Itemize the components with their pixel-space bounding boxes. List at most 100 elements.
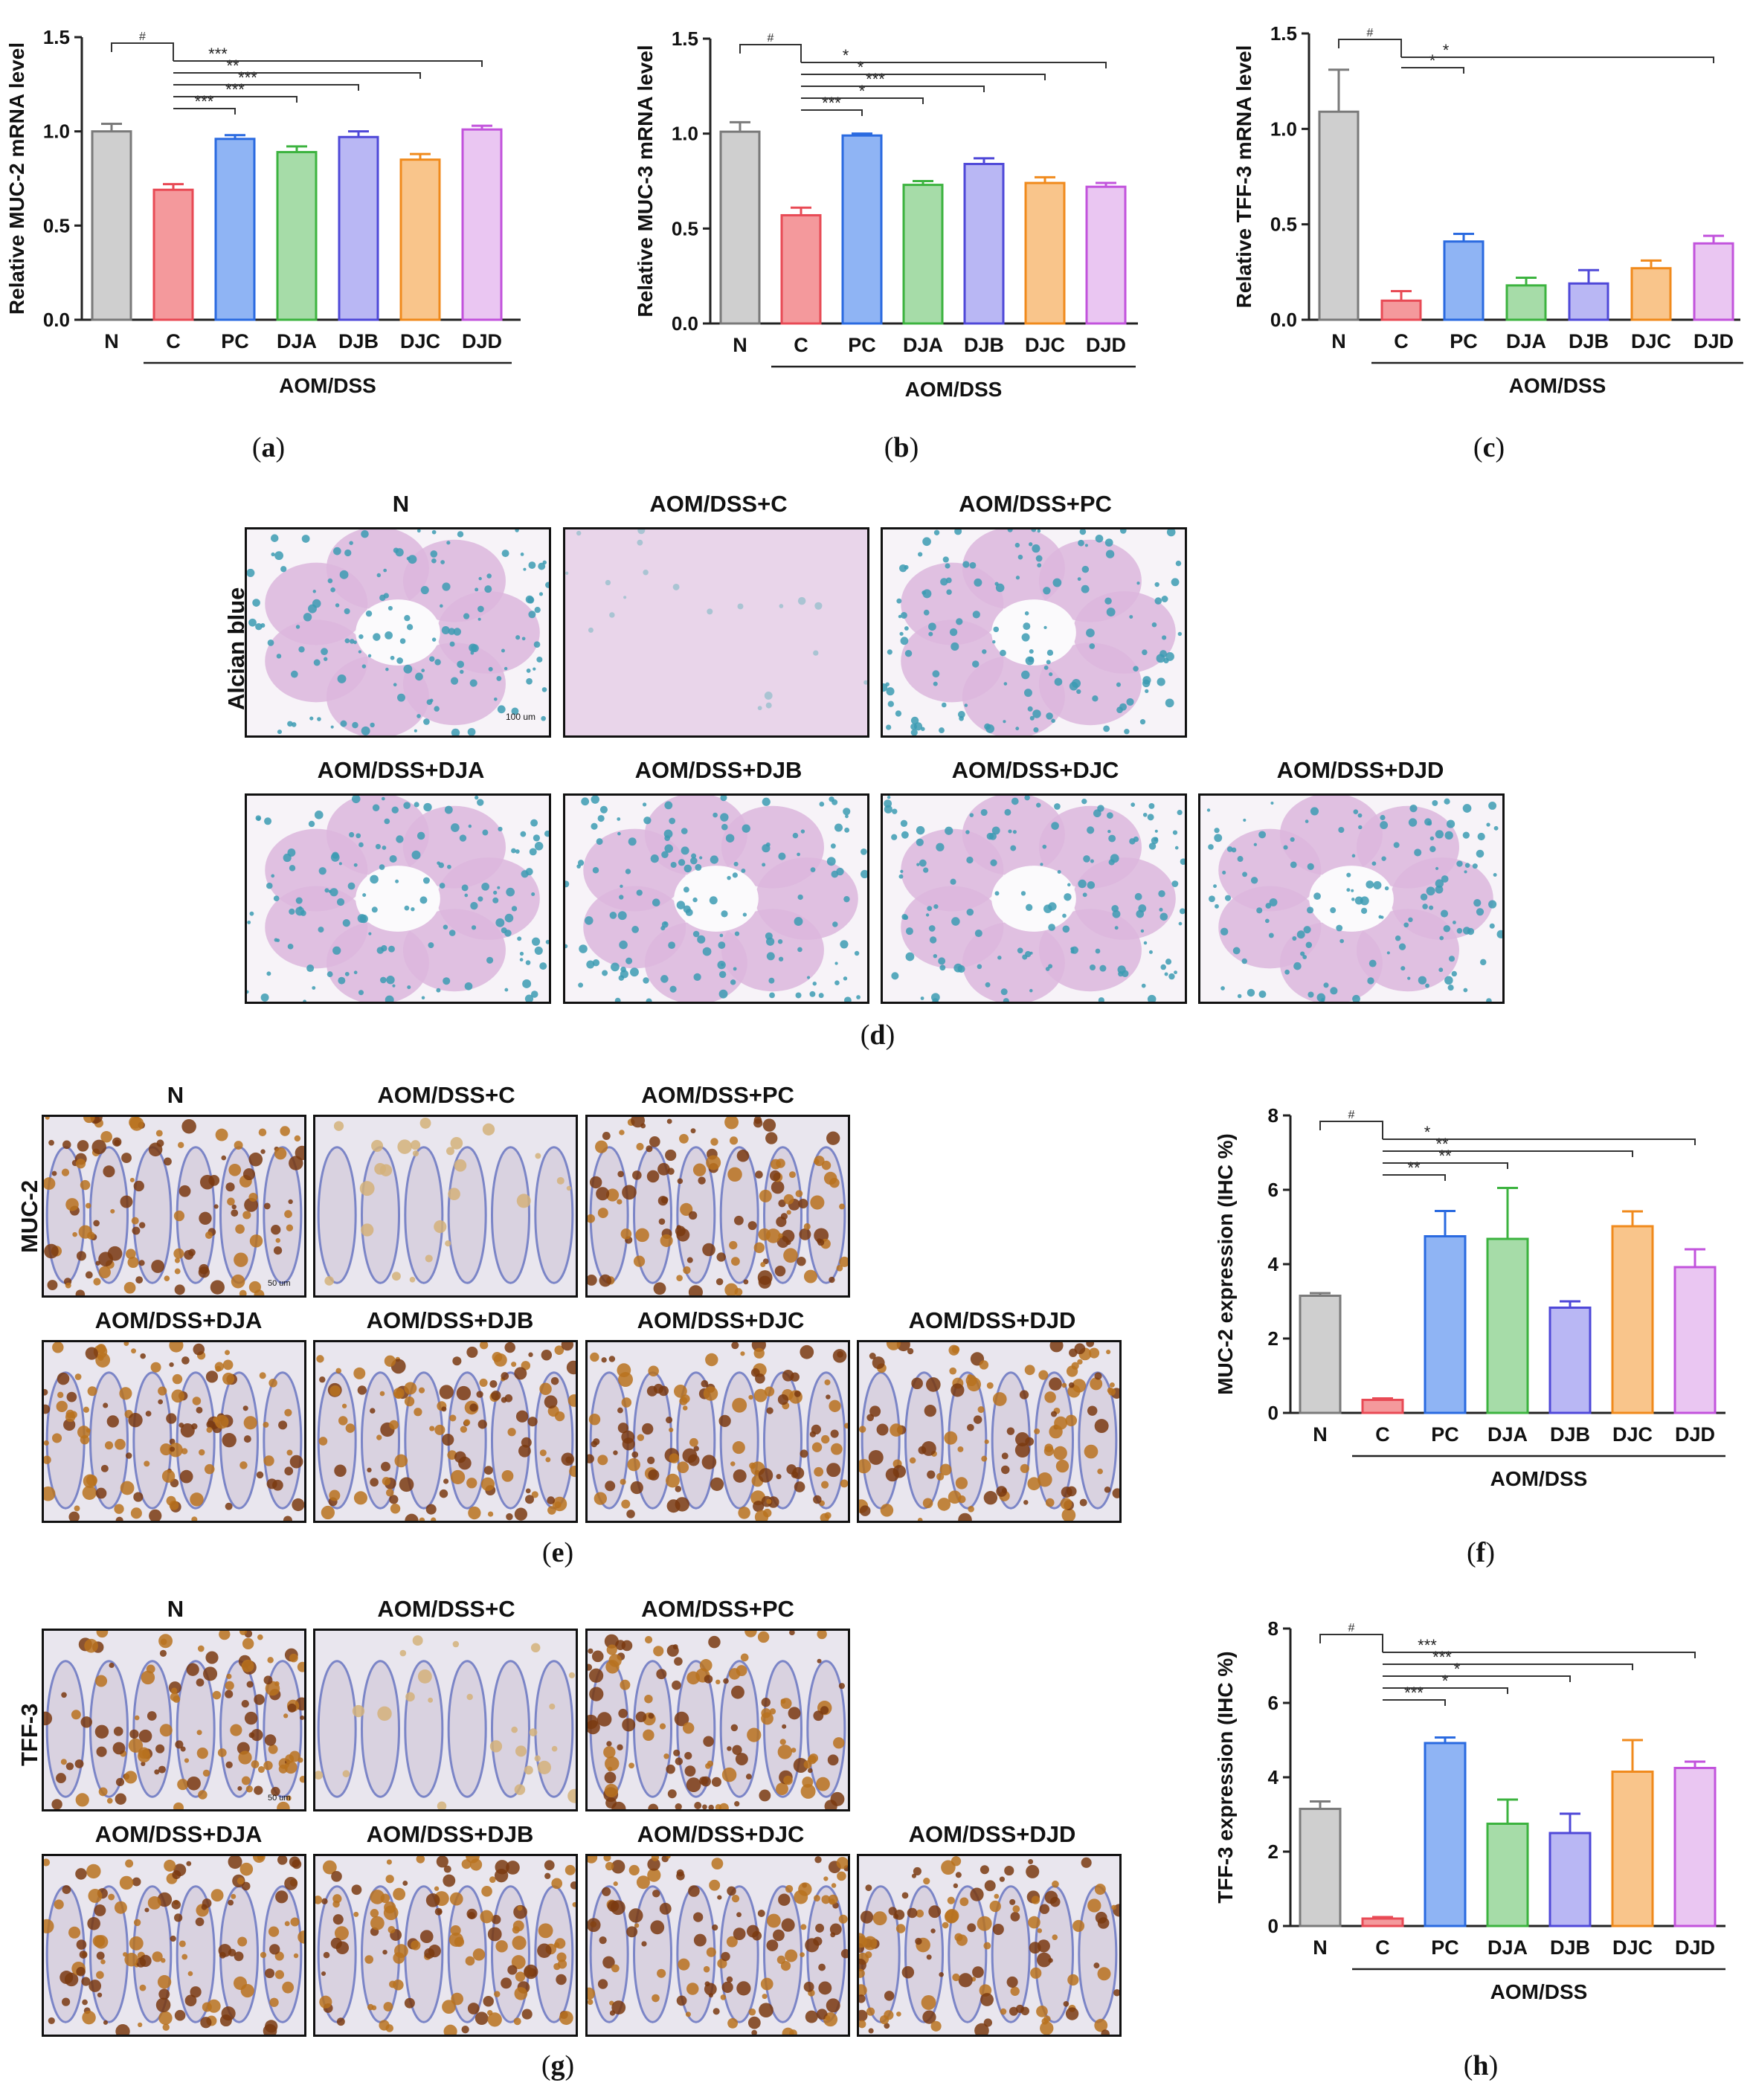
image-title: AOM/DSS+DJA [94, 1307, 263, 1333]
x-tick-label: N [1331, 330, 1346, 352]
muc2-djb-micrograph [313, 1340, 578, 1523]
tff3-djd-micrograph [857, 1854, 1122, 2037]
scale-bar-label: 50 um [268, 1794, 291, 1803]
muc2-dja-micrograph [42, 1340, 306, 1523]
image-title: AOM/DSS+DJC [637, 1307, 805, 1333]
alcian-djd-micrograph [1198, 793, 1505, 1004]
x-tick-label: C [166, 330, 181, 352]
y-tick-label: 0.5 [43, 214, 70, 236]
bar-dja [1505, 284, 1547, 321]
sig-label: *** [195, 92, 214, 111]
histology-micrograph-icon [44, 1342, 304, 1521]
histology-micrograph-icon [1200, 796, 1502, 1002]
y-tick-label: 1.5 [672, 28, 698, 50]
image-title: AOM/DSS+DJA [94, 1821, 263, 1847]
y-axis-title: TFF-3 expression (IHC %) [1214, 1651, 1237, 1903]
y-tick-label: 8 [1268, 1617, 1278, 1640]
histology-micrograph-icon [565, 796, 867, 1002]
image-title: AOM/DSS+PC [641, 1596, 794, 1622]
bar-n [1299, 1295, 1342, 1414]
x-tick-label: DJB [964, 334, 1004, 356]
muc2-djc-micrograph [585, 1340, 850, 1523]
sig-label: * [1443, 41, 1450, 59]
panel-label-f: (f) [1467, 1537, 1495, 1568]
sig-label: * [859, 82, 866, 100]
bar-djb [963, 163, 1005, 325]
sig-bracket [1383, 1687, 1508, 1694]
sig-label: *** [1404, 1684, 1424, 1702]
histology-micrograph-icon [44, 1856, 304, 2035]
bar-c [1361, 1399, 1404, 1414]
histology-micrograph-icon [315, 1631, 576, 1809]
sig-bracket [1401, 57, 1714, 63]
x-tick-label: DJB [338, 330, 379, 352]
x-tick-label: DJD [462, 330, 502, 352]
row-label-muc2: MUC-2 [16, 1179, 42, 1253]
chart-tff3-ihc: 0 2 4 6 8 TFF-3 expression (IHC %) N C PC DJA DJB D… [1214, 1617, 1725, 2003]
bar-c [152, 188, 194, 321]
alcian-djb-micrograph [563, 793, 869, 1004]
bar-pc [214, 138, 256, 321]
group-label: AOM/DSS [279, 374, 376, 397]
x-tick-label: PC [221, 330, 249, 352]
y-axis-title: Relative TFF-3 mRNA level [1232, 45, 1255, 309]
sig-bracket [1383, 1174, 1446, 1181]
sig-label: # [1348, 1109, 1355, 1121]
y-tick-label: 4 [1268, 1766, 1279, 1788]
scale-bar-label: 100 um [506, 712, 536, 722]
muc2-djd-micrograph [857, 1340, 1122, 1523]
sig-bracket [801, 97, 924, 104]
x-tick-label: N [1313, 1423, 1328, 1446]
alcian-djc-micrograph [881, 793, 1187, 1004]
muc2-n-micrograph [42, 1115, 306, 1298]
histology-micrograph-icon [247, 796, 549, 1002]
x-tick-label: N [104, 330, 119, 352]
x-tick-label: N [733, 334, 747, 356]
image-title: N [167, 1082, 184, 1108]
x-tick-label: DJB [1569, 330, 1609, 352]
sig-bracket [1319, 1121, 1383, 1139]
y-axis-title: Relative MUC-2 mRNA level [5, 42, 28, 315]
x-tick-label: PC [1431, 1423, 1459, 1446]
bar-c [780, 213, 822, 325]
x-tick-label: C [794, 334, 808, 356]
tff3-pc-micrograph [585, 1629, 850, 1811]
sig-bracket [1383, 1663, 1633, 1670]
histology-micrograph-icon [859, 1856, 1119, 2035]
sig-bracket [1383, 1162, 1508, 1169]
chart-tff3-mrna: 0.0 0.5 1.0 1.5 Relative TFF-3 mRNA level N C P… [1232, 22, 1743, 397]
bar-djb [1568, 282, 1609, 321]
chart-muc2-mrna: 0.0 0.5 1.0 1.5 Relative MUC-2 mRNA level N C P… [5, 26, 521, 397]
scale-bar-label: 50 um [268, 1279, 291, 1288]
y-axis-title: Relative MUC-3 mRNA level [634, 45, 657, 317]
y-tick-label: 2 [1268, 1840, 1278, 1863]
bar-n [1299, 1808, 1342, 1927]
bar-c [1361, 1917, 1404, 1927]
sig-bracket [801, 62, 1107, 68]
sig-bracket [111, 42, 174, 61]
x-tick-label: DJD [1694, 330, 1734, 352]
image-title: AOM/DSS+DJB [366, 1821, 534, 1847]
histology-micrograph-icon [315, 1856, 576, 2035]
bar-djc [1630, 267, 1672, 321]
panel-label-d: (d) [860, 1020, 895, 1051]
histology-micrograph-icon [44, 1631, 304, 1809]
x-tick-label: DJD [1086, 334, 1126, 356]
image-title: AOM/DSS+DJC [637, 1821, 805, 1847]
chart-muc2-ihc: 0 2 4 6 8 MUC-2 expression (IHC %) N C PC DJA DJB D… [1214, 1104, 1725, 1490]
bar-n [1318, 110, 1360, 321]
x-tick-label: C [1375, 1423, 1390, 1446]
sig-bracket [739, 44, 802, 62]
histology-micrograph-icon [883, 529, 1185, 735]
x-tick-label: DJC [1612, 1936, 1653, 1959]
bar-djd [1673, 1266, 1717, 1414]
bar-djd [1085, 185, 1127, 325]
image-title: AOM/DSS+PC [641, 1082, 794, 1108]
bar-n [91, 130, 132, 321]
muc2-c-micrograph [313, 1115, 578, 1298]
sig-label: *** [1418, 1636, 1437, 1655]
panel-label-h: (h) [1463, 2050, 1499, 2081]
x-tick-label: N [1313, 1936, 1328, 1959]
x-tick-label: DJC [400, 330, 440, 352]
x-tick-label: DJA [1506, 330, 1546, 352]
